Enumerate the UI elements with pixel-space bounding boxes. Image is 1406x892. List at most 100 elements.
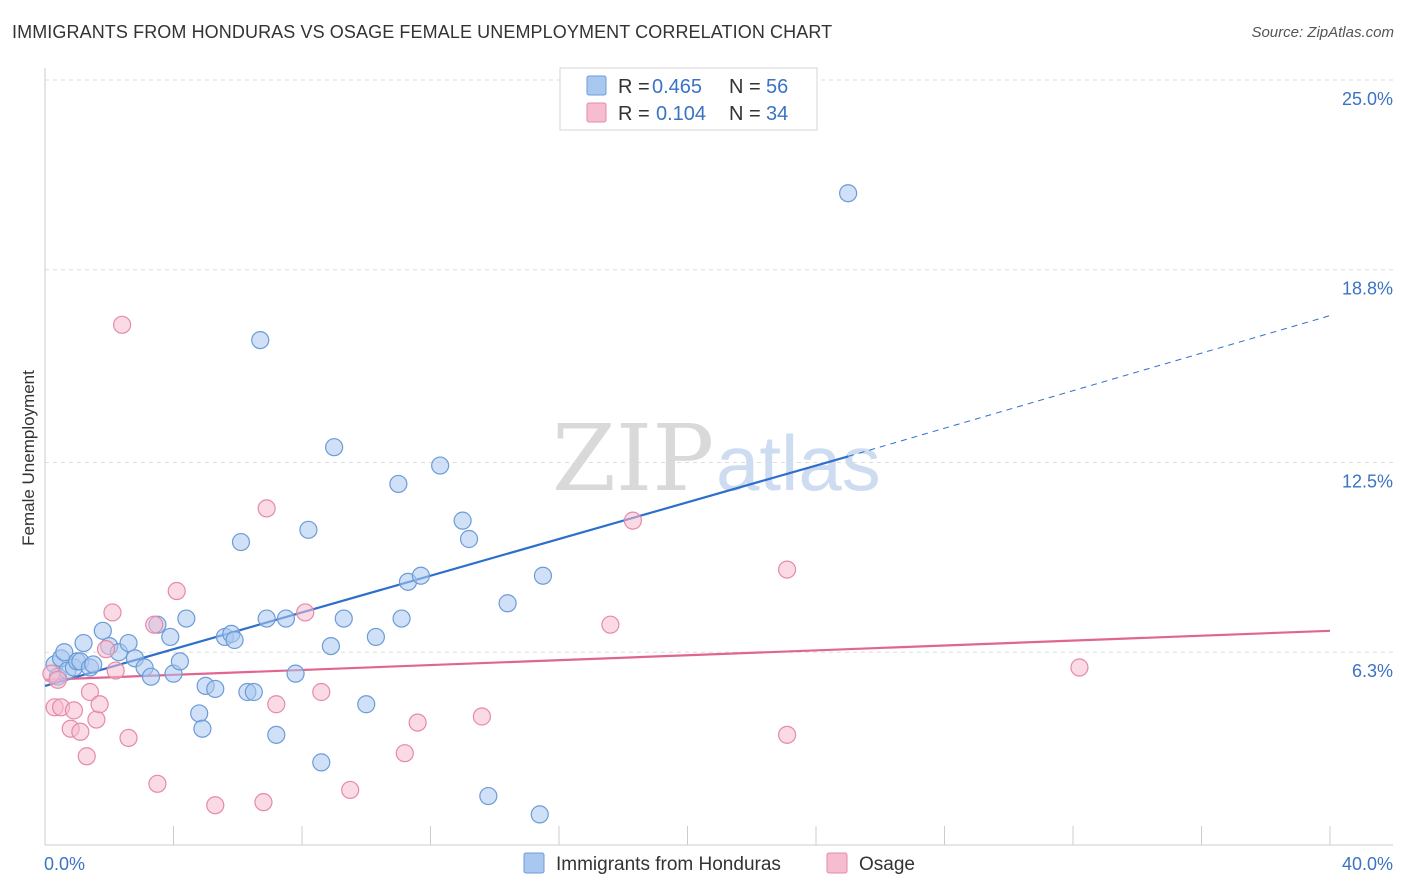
point-osage-10 — [90, 695, 109, 714]
point-osage-20 — [254, 793, 273, 812]
legend-r-value-1: 0.104 — [656, 103, 706, 125]
source-label: Source: ZipAtlas.com — [1251, 24, 1394, 41]
point-osage-29 — [601, 615, 620, 634]
chart-title: IMMIGRANTS FROM HONDURAS VS OSAGE FEMALE… — [12, 22, 833, 42]
x-ticks — [173, 826, 1331, 845]
point-osage-27 — [408, 713, 427, 732]
x-tick-label-min: 0.0% — [44, 854, 85, 874]
watermark: ZIP atlas — [552, 405, 881, 512]
point-honduras-22 — [177, 609, 196, 628]
watermark-zip: ZIP — [552, 405, 714, 512]
legend-n-value-0: 56 — [766, 76, 788, 98]
legend-n-label-1: N = — [729, 103, 761, 125]
point-honduras-44 — [366, 627, 385, 647]
point-osage-22 — [267, 695, 286, 714]
series-legend-swatch-honduras — [523, 852, 545, 874]
point-osage-13 — [106, 661, 125, 680]
legend-n-label-0: N = — [729, 76, 761, 98]
point-honduras-17 — [141, 667, 161, 686]
point-osage-12 — [103, 603, 122, 622]
point-honduras-38 — [299, 520, 318, 539]
point-honduras-39 — [312, 753, 331, 772]
point-honduras-51 — [459, 529, 479, 549]
y-tick-labels: 6.3% 12.5% 18.8% 25.0% — [1342, 89, 1393, 681]
point-honduras-8 — [74, 633, 93, 653]
point-honduras-19 — [161, 627, 180, 647]
point-osage-24 — [312, 682, 331, 702]
y-tick-label-3: 25.0% — [1342, 89, 1393, 109]
point-honduras-52 — [479, 786, 498, 806]
point-honduras-26 — [206, 679, 225, 699]
point-honduras-24 — [193, 719, 212, 738]
series-legend: Immigrants from Honduras Osage — [523, 852, 915, 875]
point-honduras-35 — [267, 725, 286, 744]
trend-lines — [44, 315, 1331, 687]
legend-n-value-1: 34 — [766, 103, 788, 125]
point-osage-15 — [119, 728, 138, 748]
point-honduras-32 — [244, 682, 263, 702]
point-honduras-37 — [286, 664, 305, 683]
legend-r-value-0: 0.465 — [652, 76, 702, 98]
point-honduras-11 — [93, 621, 112, 640]
point-honduras-49 — [431, 456, 450, 475]
point-osage-33 — [1070, 658, 1089, 677]
series-legend-label-honduras: Immigrants from Honduras — [556, 854, 781, 875]
point-honduras-42 — [334, 609, 353, 628]
point-honduras-47 — [411, 566, 430, 585]
legend-swatch-honduras — [586, 75, 607, 96]
point-osage-26 — [395, 744, 414, 763]
y-tick-label-0: 6.3% — [1352, 661, 1393, 681]
point-honduras-3 — [55, 643, 74, 662]
point-honduras-56 — [839, 184, 858, 203]
point-honduras-48 — [392, 609, 411, 628]
points-osage — [42, 315, 1089, 815]
axes — [44, 68, 1393, 846]
legend-r-label-0: R = — [618, 76, 650, 98]
point-osage-30 — [623, 511, 642, 530]
point-osage-23 — [296, 603, 315, 622]
point-osage-19 — [206, 796, 225, 815]
point-osage-16 — [145, 615, 164, 634]
point-osage-5 — [64, 701, 84, 720]
point-osage-7 — [77, 747, 96, 766]
point-honduras-21 — [170, 652, 190, 671]
point-honduras-45 — [389, 474, 408, 494]
point-osage-31 — [777, 725, 797, 744]
gridlines — [45, 79, 1393, 653]
point-osage-11 — [96, 640, 116, 659]
point-honduras-54 — [530, 805, 549, 824]
trend-line-honduras — [44, 455, 849, 687]
point-osage-2 — [48, 670, 67, 689]
point-honduras-40 — [321, 636, 341, 656]
point-honduras-34 — [257, 609, 276, 628]
point-osage-6 — [71, 722, 90, 741]
point-honduras-43 — [357, 695, 376, 714]
series-legend-swatch-osage — [826, 852, 848, 874]
point-osage-25 — [341, 780, 360, 800]
point-osage-21 — [257, 499, 276, 518]
point-osage-32 — [777, 560, 797, 579]
point-honduras-55 — [533, 566, 553, 585]
correlation-legend: R = 0.465 N = 56 R = 0.104 N = 34 — [559, 67, 818, 131]
point-honduras-53 — [498, 594, 517, 613]
point-honduras-10 — [84, 655, 103, 674]
trend-line-osage — [44, 629, 1331, 681]
y-tick-label-2: 18.8% — [1342, 279, 1393, 299]
point-honduras-30 — [231, 532, 251, 552]
point-osage-9 — [87, 710, 106, 729]
point-osage-18 — [167, 581, 186, 601]
point-osage-8 — [80, 682, 100, 702]
y-tick-label-1: 12.5% — [1342, 472, 1393, 492]
point-osage-14 — [112, 315, 132, 334]
legend-r-label-1: R = — [618, 103, 650, 125]
point-honduras-33 — [251, 331, 270, 350]
point-honduras-29 — [225, 630, 244, 650]
series-legend-label-osage: Osage — [859, 854, 915, 875]
legend-swatch-osage — [586, 102, 607, 123]
y-axis-title: Female Unemployment — [19, 370, 38, 546]
point-osage-28 — [472, 707, 491, 726]
trend-line-honduras-extension — [847, 315, 1331, 457]
x-tick-label-max: 40.0% — [1342, 854, 1393, 874]
point-honduras-36 — [276, 609, 296, 628]
